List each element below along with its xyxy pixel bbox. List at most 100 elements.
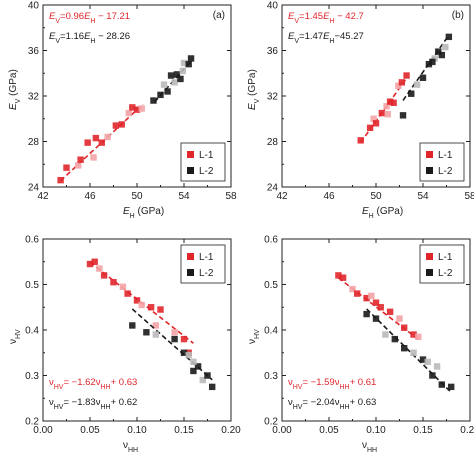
- data-point-l-1: [368, 292, 375, 300]
- x-tick-label: 42: [276, 191, 288, 202]
- y-tick-label: 36: [28, 46, 40, 57]
- legend-label-l-1: L-1: [199, 252, 214, 263]
- data-point-l-1: [403, 72, 410, 79]
- data-point-l-1: [335, 272, 342, 279]
- y-tick-label: 0.5: [264, 280, 278, 291]
- legend-label-l-1: L-1: [438, 252, 453, 263]
- data-point-l-1: [75, 162, 82, 169]
- legend: L-1L-2: [180, 142, 226, 182]
- legend-marker-l-1: [426, 151, 433, 158]
- data-point-l-1: [357, 137, 364, 144]
- data-point-l-2: [204, 372, 211, 379]
- data-point-l-2: [408, 90, 415, 97]
- data-point-l-2: [438, 381, 445, 388]
- x-tick-label: 0.00: [272, 425, 292, 436]
- x-tick-label: 0.10: [127, 425, 147, 436]
- data-point-l-2: [185, 60, 192, 68]
- x-tick-label: 0.20: [221, 425, 241, 436]
- data-point-l-1: [372, 120, 380, 127]
- data-point-l-2: [401, 345, 408, 352]
- legend-label-l-2: L-2: [438, 268, 453, 279]
- data-point-l-2: [209, 383, 216, 391]
- data-point-l-2: [431, 55, 438, 62]
- x-tick-label: 42: [37, 191, 49, 202]
- panel-label: (a): [213, 10, 225, 21]
- data-point-l-2: [442, 43, 449, 51]
- data-point-l-1: [98, 139, 105, 146]
- data-point-l-1: [133, 297, 141, 304]
- data-point-l-2: [199, 376, 206, 384]
- data-point-l-1: [133, 106, 141, 113]
- data-point-l-2: [150, 97, 157, 104]
- data-point-l-1: [147, 304, 155, 311]
- legend-label-l-2: L-2: [199, 166, 214, 177]
- data-point-l-1: [90, 154, 97, 161]
- x-axis-label: EH (GPa): [123, 206, 164, 220]
- x-axis-label: νHH: [123, 440, 138, 453]
- data-point-l-1: [386, 98, 394, 105]
- data-point-l-2: [448, 383, 455, 391]
- fit-equation-l-2: νHV= −2.04νHH+ 0.63: [288, 397, 376, 411]
- x-tick-label: 0.20: [460, 425, 474, 436]
- legend: L-1L-2: [419, 244, 465, 284]
- chart-panel: 42 46 50 54 58 24 28 32 36 40 EH (GPa) EV (GPa) (a) E…: [8, 1, 237, 220]
- data-point-l-1: [395, 82, 402, 89]
- data-point-l-1: [138, 301, 145, 309]
- data-point-l-1: [110, 279, 117, 286]
- fit-equation-l-1: EV=1.45EH − 42.7: [288, 11, 364, 25]
- data-point-l-2: [180, 349, 188, 356]
- fit-line-l-2: [366, 308, 452, 393]
- data-point-l-2: [433, 363, 441, 370]
- y-tick-label: 32: [28, 92, 40, 103]
- legend-marker-l-1: [187, 253, 194, 260]
- data-point-l-1: [119, 283, 127, 290]
- data-point-l-1: [401, 324, 408, 331]
- x-tick-label: 54: [178, 191, 190, 202]
- data-point-l-1: [118, 121, 125, 128]
- data-point-l-1: [57, 176, 64, 184]
- data-point-l-1: [386, 308, 394, 315]
- chart-panel: 42 46 50 54 58 24 28 32 36 40 EH (GPa) EV (GPa) (b) E…: [247, 1, 474, 220]
- fit-equation-l-1: νHV= −1.59νHH+ 0.61: [288, 377, 376, 391]
- data-point-l-1: [77, 156, 84, 163]
- legend-box: [180, 244, 226, 284]
- x-tick-label: 46: [84, 191, 96, 202]
- data-point-l-2: [179, 67, 187, 75]
- data-point-l-2: [129, 322, 136, 329]
- data-point-l-2: [399, 112, 407, 119]
- data-point-l-2: [429, 372, 436, 379]
- data-point-l-1: [157, 306, 164, 313]
- legend-label-l-2: L-2: [199, 268, 214, 279]
- data-point-l-1: [398, 79, 406, 86]
- x-tick-label: 0.15: [174, 425, 194, 436]
- data-point-l-1: [138, 105, 145, 112]
- data-point-l-2: [152, 331, 159, 338]
- data-point-l-1: [180, 335, 188, 343]
- y-tick-label: 32: [267, 92, 279, 103]
- data-point-l-2: [413, 81, 421, 88]
- data-point-l-1: [104, 133, 111, 141]
- fit-equation-l-2: EV=1.16EH − 28.26: [49, 31, 130, 45]
- data-point-l-2: [185, 351, 192, 359]
- fit-equation-l-1: EV=0.96EH − 17.21: [49, 11, 130, 25]
- data-point-l-1: [415, 333, 422, 341]
- fit-equation-l-2: EV=1.47EH−45.27: [288, 31, 364, 45]
- data-point-l-1: [129, 104, 136, 111]
- x-tick-label: 54: [417, 191, 429, 202]
- fit-line-l-1: [360, 79, 407, 143]
- data-point-l-1: [370, 115, 377, 122]
- y-tick-label: 24: [267, 183, 279, 194]
- y-tick-label: 36: [267, 46, 279, 57]
- data-point-l-2: [424, 358, 431, 366]
- legend-marker-l-2: [426, 167, 433, 174]
- data-point-l-1: [383, 103, 390, 110]
- fit-equation-l-2: νHV= −1.83νHH+ 0.62: [49, 397, 137, 411]
- y-tick-label: 0.6: [25, 235, 39, 246]
- data-point-l-1: [96, 265, 103, 272]
- x-tick-label: 0.10: [366, 425, 386, 436]
- y-axis-label: EV (GPa): [8, 69, 22, 110]
- x-tick-label: 0.05: [319, 425, 339, 436]
- legend-label-l-2: L-2: [438, 166, 453, 177]
- data-point-l-1: [152, 322, 159, 329]
- data-point-l-1: [349, 285, 356, 293]
